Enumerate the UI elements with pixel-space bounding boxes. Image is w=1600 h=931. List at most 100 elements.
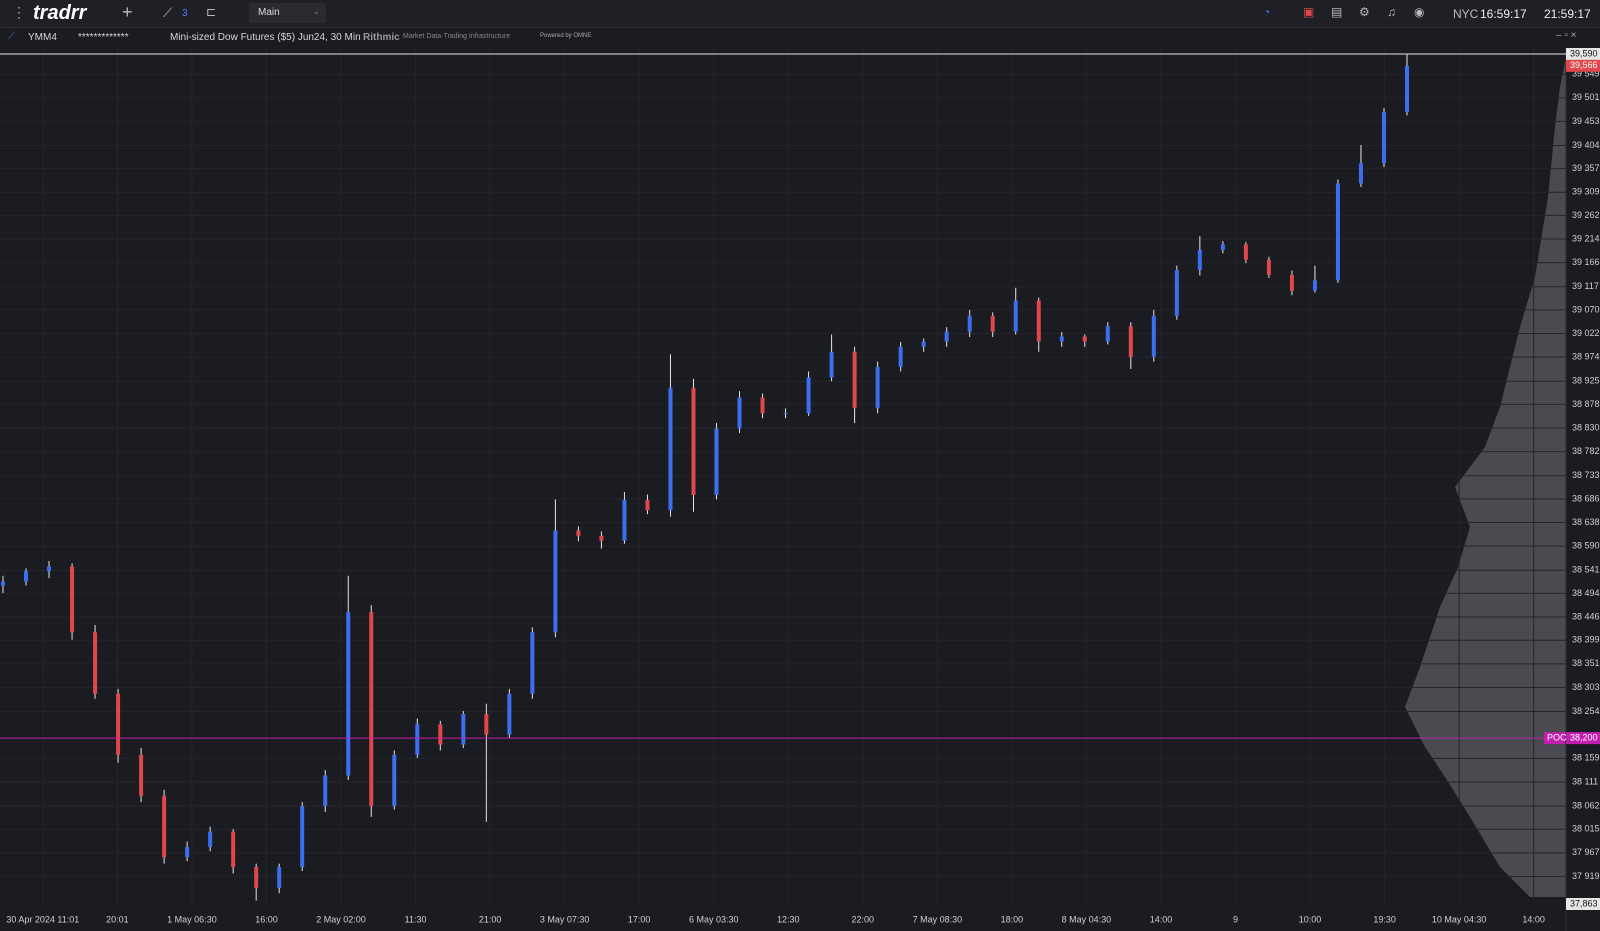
layout-select[interactable]: Main ⌄ (249, 3, 326, 23)
y-tick-label: 38 925 (1572, 376, 1600, 386)
y-tick-label: 38 062 (1572, 800, 1600, 810)
x-tick-label: 7 May 08:30 (913, 914, 963, 924)
y-tick-label: 38 015 (1572, 824, 1600, 834)
chart: 39 549 39 501 39 453 39 404 39 357 39 309 39 2… (0, 47, 1600, 931)
candle-body (944, 331, 949, 342)
city: NYC (1453, 7, 1479, 21)
y-tick-label: 39 357 (1572, 163, 1600, 173)
candle-body (415, 724, 420, 755)
candle-body (760, 397, 765, 414)
candle-body (852, 351, 857, 408)
poc-name: POC (1547, 733, 1567, 743)
candle-body (1312, 280, 1317, 291)
poc-label: 38,200 (1570, 733, 1598, 743)
x-tick-label: 22:00 (852, 914, 875, 924)
volume-profile (1405, 57, 1566, 897)
y-tick-label: 39 453 (1572, 116, 1600, 126)
candle-body (24, 571, 29, 582)
high-label-box (1566, 48, 1600, 60)
x-tick-label: 10 May 04:30 (1432, 914, 1487, 924)
candle-body (369, 612, 374, 807)
candle-body (93, 632, 98, 694)
y-tick-label: 38 303 (1572, 682, 1600, 692)
logo[interactable]: tradrr (33, 2, 87, 24)
notifications-icon[interactable]: ♫ (1387, 5, 1396, 19)
candle-body (783, 413, 788, 415)
powered-by: Powered by OMNE (540, 33, 592, 39)
candle-body (70, 566, 75, 633)
candle-body (576, 530, 581, 536)
candle-body (691, 387, 696, 495)
menu-button[interactable]: ⋮ (12, 4, 26, 20)
y-tick-label: 38 974 (1572, 352, 1600, 362)
y-tick-label: 38 782 (1572, 446, 1600, 456)
candle-body (231, 831, 236, 868)
y-tick-label: 37 919 (1572, 871, 1600, 881)
candle-body (116, 693, 121, 755)
candle-body (921, 341, 926, 347)
candle-body (829, 351, 834, 378)
add-button[interactable]: + (122, 2, 133, 22)
candle-body (392, 754, 397, 807)
high-label: 39,590 (1570, 48, 1598, 58)
provider: Rithmic (363, 32, 400, 43)
connection-icon[interactable]: ◔ (1263, 5, 1271, 19)
candle-body (645, 499, 650, 511)
candle-body (530, 632, 535, 694)
local-time: 21:59:17 (1544, 7, 1591, 21)
candle-body (300, 806, 305, 868)
y-tick-label: 38 686 (1572, 493, 1600, 503)
candle-body (484, 714, 489, 735)
candle-body (438, 724, 443, 745)
lock-icon[interactable]: ▣ (1303, 5, 1315, 19)
y-tick-label: 38 878 (1572, 399, 1600, 409)
city-time: 16:59:17 (1480, 7, 1527, 21)
x-tick-label: 6 May 03:30 (689, 914, 739, 924)
y-tick-label: 38 541 (1572, 565, 1600, 575)
candle-body (346, 612, 351, 776)
candle-body (254, 867, 259, 888)
charts-button[interactable]: ⟋ (163, 5, 173, 20)
candle-body (967, 315, 972, 332)
x-tick-label: 19:30 (1373, 914, 1396, 924)
last-price-box (1566, 59, 1600, 72)
y-tick-label: 38 590 (1572, 541, 1600, 551)
poc-name-box (1544, 732, 1565, 745)
window-icon[interactable]: ▤ (1331, 5, 1343, 19)
candle-body (599, 535, 604, 541)
x-tick-label: 1 May 06:30 (167, 914, 217, 924)
order-button[interactable]: ⊏ (206, 5, 217, 19)
x-tick-label: 11:30 (405, 914, 427, 924)
candle-body (1381, 112, 1386, 164)
y-tick-label: 37 967 (1572, 847, 1600, 857)
account[interactable]: ************* (78, 32, 129, 43)
x-tick-label: 10:00 (1299, 914, 1322, 924)
candle-body (553, 530, 558, 633)
candle-body (208, 831, 213, 847)
candle-body (277, 867, 282, 888)
candle-body (668, 387, 673, 511)
x-tick-label: 8 May 04:30 (1062, 914, 1112, 924)
candle-body (1335, 183, 1340, 281)
description: Mini-sized Dow Futures ($5) Jun24, 30 Mi… (170, 32, 361, 43)
candle-body (737, 397, 742, 429)
y-tick-label: 39 214 (1572, 233, 1600, 243)
account-icon[interactable]: ◉ (1414, 5, 1425, 19)
symbol[interactable]: YMM4 (28, 32, 57, 43)
candle-body (1197, 249, 1202, 271)
y-tick-label: 38 733 (1572, 470, 1600, 480)
candle-body (1358, 163, 1363, 184)
candle-body (162, 795, 167, 858)
candle-body (185, 846, 190, 858)
candle-body (461, 714, 466, 745)
candle-body (323, 775, 328, 807)
x-tick-label: 21:00 (479, 914, 502, 924)
x-tick-label: 16:00 (255, 914, 278, 924)
settings-icon[interactable]: ⚙ (1359, 5, 1370, 19)
toolbar: ⋮ tradrr + ⟋ 3 ⊏ Main ⌄ ◔ ▣ ▤ ⚙ ♫ ◉ NYC … (0, 0, 1600, 28)
window-controls[interactable]: – ▫ × (1556, 30, 1577, 41)
chart-count: 3 (182, 8, 188, 19)
x-tick-label: 14:00 (1150, 914, 1173, 924)
y-tick-label: 39 549 (1572, 69, 1600, 79)
